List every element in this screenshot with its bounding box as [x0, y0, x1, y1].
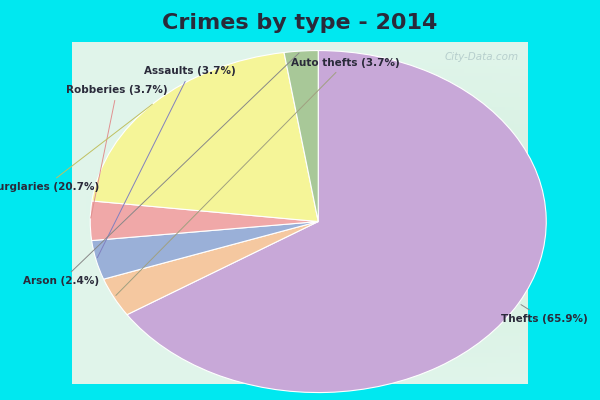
Wedge shape: [92, 52, 318, 222]
Wedge shape: [92, 222, 318, 279]
Text: Robberies (3.7%): Robberies (3.7%): [66, 85, 168, 218]
Text: Burglaries (20.7%): Burglaries (20.7%): [0, 104, 152, 192]
Wedge shape: [104, 222, 318, 315]
Text: Auto thefts (3.7%): Auto thefts (3.7%): [116, 58, 400, 296]
Wedge shape: [127, 50, 546, 392]
Text: City-Data.com: City-Data.com: [445, 52, 519, 62]
Text: Thefts (65.9%): Thefts (65.9%): [500, 305, 587, 324]
Text: Crimes by type - 2014: Crimes by type - 2014: [163, 13, 437, 33]
Wedge shape: [90, 201, 318, 240]
Text: Arson (2.4%): Arson (2.4%): [23, 53, 299, 286]
Text: Assaults (3.7%): Assaults (3.7%): [97, 66, 236, 258]
Wedge shape: [284, 50, 318, 222]
